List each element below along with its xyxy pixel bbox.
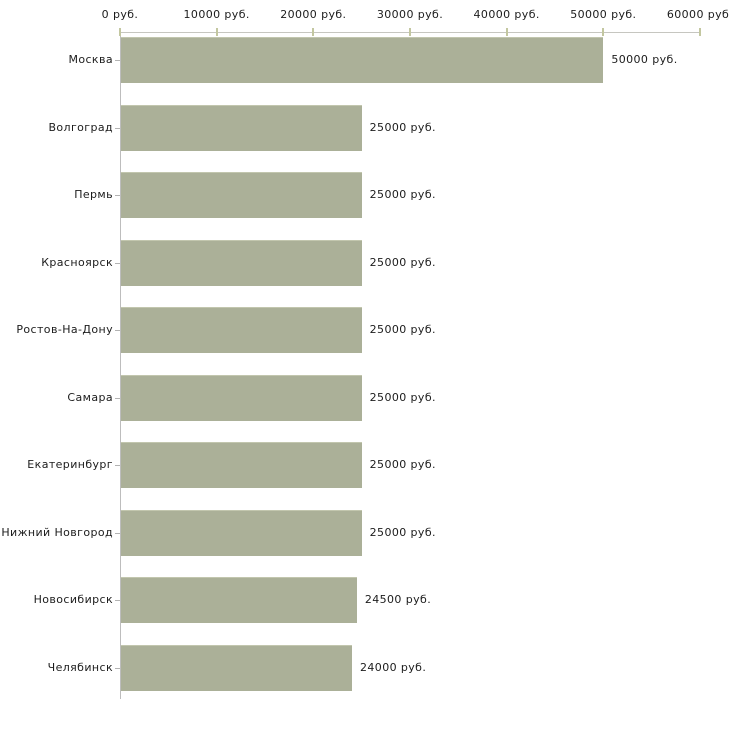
category-tick <box>115 60 120 61</box>
y-axis-line <box>120 32 121 699</box>
bar-value-label: 24500 руб. <box>364 593 432 607</box>
bar-нижний новгород <box>121 509 362 556</box>
category-label: Пермь <box>74 188 113 202</box>
bar-value-label: 24000 руб. <box>360 660 427 674</box>
category-label: Волгоград <box>48 120 113 134</box>
bar-value-label: 25000 руб. <box>369 120 436 134</box>
x-axis-tick-label: 50000 руб. <box>570 8 637 21</box>
bar-москва <box>121 37 603 83</box>
bar-value-label: 25000 руб. <box>369 188 436 202</box>
x-axis-tick <box>215 28 218 36</box>
x-axis-tick-label: 20000 руб. <box>280 8 347 21</box>
category-label: Нижний Новгород <box>1 525 113 539</box>
category-tick <box>115 465 120 467</box>
category-tick <box>115 330 120 332</box>
bar-пермь <box>121 172 362 219</box>
x-axis-tick-label: 60000 руб. <box>666 8 730 21</box>
x-axis-tick-label: 30000 руб. <box>376 8 444 21</box>
x-axis-tick <box>602 28 605 36</box>
category-tick <box>115 532 120 534</box>
category-tick <box>115 127 120 129</box>
category-label: Челябинск <box>47 660 113 674</box>
category-label: Ростов-На-Дону <box>16 323 113 337</box>
bar-красноярск <box>121 239 362 286</box>
bar-value-label: 25000 руб. <box>369 458 436 472</box>
bar-челябинск <box>121 644 352 691</box>
x-axis-tick <box>409 28 411 36</box>
category-label: Екатеринбург <box>27 458 113 472</box>
bar-волгоград <box>121 104 362 151</box>
x-axis-tick <box>699 28 701 36</box>
category-label: Новосибирск <box>33 593 113 607</box>
category-label: Москва <box>68 53 113 66</box>
bar-value-label: 25000 руб. <box>369 390 436 404</box>
category-tick <box>115 667 120 669</box>
category-tick <box>115 600 120 602</box>
bar-ростов-на-дону <box>121 307 362 354</box>
x-axis-tick-label: 40000 руб. <box>473 8 540 21</box>
bar-value-label: 25000 руб. <box>369 323 436 337</box>
category-tick <box>115 195 120 197</box>
x-axis-tick <box>505 28 508 36</box>
x-axis-tick <box>312 28 315 36</box>
category-label: Самара <box>67 390 113 404</box>
x-axis-tick-label: 0 руб. <box>101 8 139 21</box>
bar-value-label: 50000 руб. <box>611 53 678 66</box>
category-tick <box>115 397 120 399</box>
bar-самара <box>121 374 362 421</box>
bar-value-label: 25000 руб. <box>369 525 436 539</box>
x-axis-tick <box>119 28 121 36</box>
bar-value-label: 25000 руб. <box>369 255 436 269</box>
category-label: Красноярск <box>41 255 113 269</box>
category-tick <box>115 262 120 264</box>
x-axis-tick-label: 10000 руб. <box>183 8 250 21</box>
bar-екатеринбург <box>121 442 362 489</box>
bar-новосибирск <box>121 577 357 624</box>
